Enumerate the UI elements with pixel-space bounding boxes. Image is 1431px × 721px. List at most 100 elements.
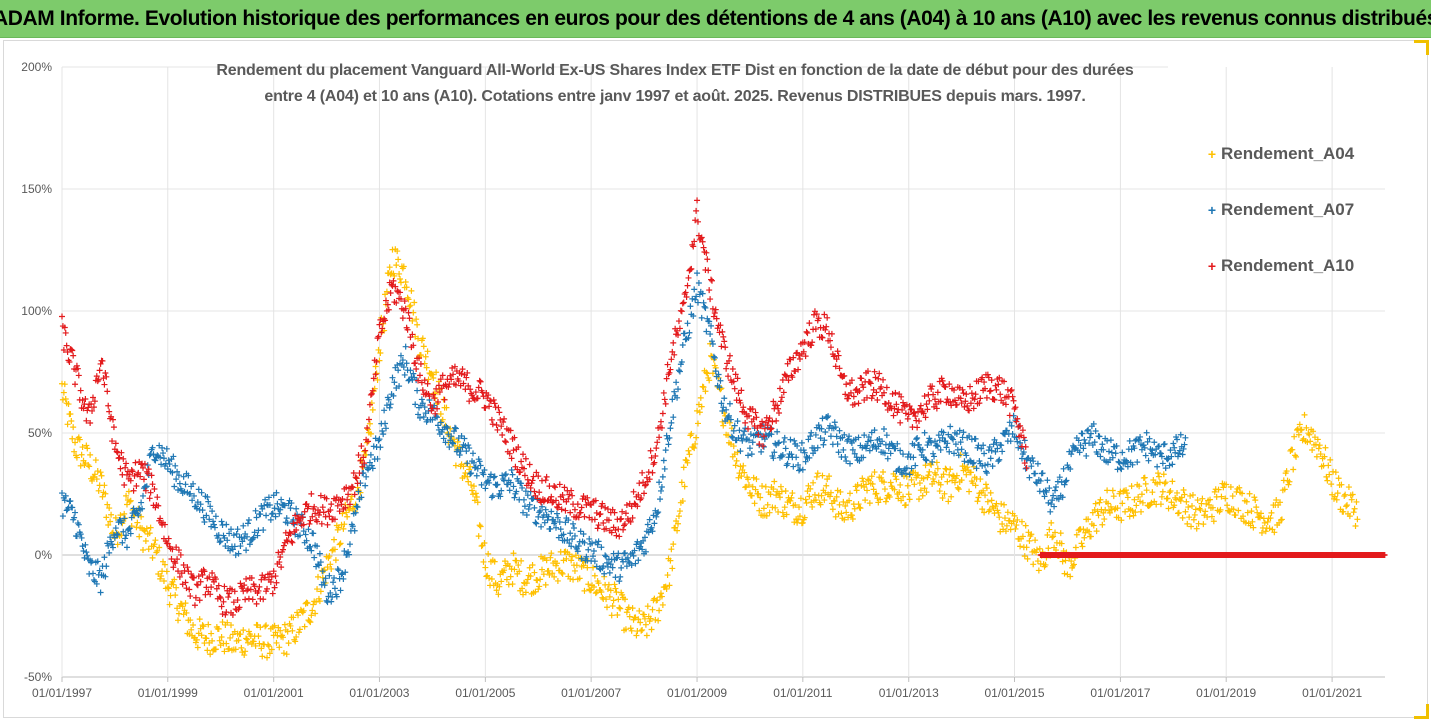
data-point [281, 502, 288, 509]
data-point [995, 509, 1002, 516]
data-point [1146, 435, 1153, 442]
data-point [424, 348, 431, 355]
data-point [818, 492, 825, 499]
data-point [819, 334, 826, 341]
data-point [847, 490, 853, 497]
data-point [674, 394, 681, 401]
data-point [583, 553, 590, 560]
data-point [1235, 507, 1242, 514]
data-point [551, 482, 558, 489]
data-point [191, 602, 198, 609]
data-point [263, 512, 270, 519]
data-point [976, 400, 983, 407]
data-point [388, 281, 395, 288]
data-point [755, 431, 762, 438]
data-point [892, 445, 899, 452]
data-point [621, 596, 628, 603]
data-point [327, 589, 334, 596]
data-point [846, 497, 853, 504]
data-point [1140, 442, 1147, 449]
data-point [308, 490, 315, 497]
data-point [988, 497, 995, 504]
data-point [843, 457, 850, 464]
data-point [231, 543, 238, 550]
data-point [542, 477, 549, 484]
data-point [315, 573, 322, 580]
data-point [865, 477, 872, 484]
data-point [666, 434, 673, 441]
data-point [769, 418, 776, 425]
data-point [727, 416, 734, 423]
selection-handle-top-right[interactable] [1414, 40, 1429, 55]
data-point [889, 390, 896, 397]
data-point [868, 473, 875, 480]
data-point [491, 400, 498, 407]
data-point [764, 501, 771, 508]
data-point [1099, 441, 1106, 448]
data-point [928, 461, 935, 468]
data-point [805, 482, 812, 489]
data-point [104, 501, 111, 508]
data-point [1262, 528, 1269, 535]
data-point [1001, 378, 1008, 385]
data-point [1273, 497, 1280, 504]
data-point [561, 484, 568, 491]
data-point [127, 497, 134, 504]
data-point [290, 614, 297, 621]
data-point [698, 314, 705, 321]
data-point [907, 406, 914, 413]
data-point [357, 457, 364, 464]
data-point [1123, 457, 1130, 464]
data-point [171, 483, 178, 490]
data-point [1303, 424, 1310, 431]
data-point [494, 426, 501, 433]
data-point [401, 371, 408, 378]
data-point [984, 498, 991, 505]
data-point [726, 419, 733, 426]
data-point [467, 470, 474, 477]
data-point [894, 409, 901, 416]
data-point [745, 476, 752, 483]
data-point [867, 380, 874, 387]
data-point [1239, 490, 1246, 497]
data-point [281, 621, 288, 628]
data-point [937, 398, 944, 405]
data-point [166, 601, 173, 608]
data-point [137, 473, 144, 480]
data-point [875, 375, 882, 382]
data-point [987, 455, 994, 462]
data-point [434, 405, 441, 412]
data-point [1105, 500, 1112, 507]
data-point [502, 472, 509, 479]
data-point [795, 366, 802, 373]
data-point [120, 528, 127, 535]
data-point [469, 491, 476, 498]
data-point [568, 487, 575, 494]
data-point [209, 570, 216, 577]
data-point [198, 489, 205, 496]
data-point [464, 473, 471, 480]
data-point [412, 401, 419, 408]
data-point [759, 483, 766, 490]
data-point [1067, 573, 1074, 580]
data-point [1115, 458, 1122, 465]
data-point [278, 496, 285, 503]
data-point [267, 578, 274, 585]
data-point [952, 441, 959, 448]
data-point [1176, 447, 1183, 454]
data-point [1130, 512, 1137, 519]
data-point [414, 321, 421, 328]
data-point [163, 445, 170, 452]
data-point [966, 432, 973, 439]
data-point [293, 505, 300, 512]
data-point [772, 504, 779, 511]
data-point [477, 523, 484, 530]
data-point [190, 480, 197, 487]
data-point [659, 473, 666, 480]
data-point [621, 550, 628, 557]
selection-handle-bottom-right[interactable] [1414, 704, 1429, 719]
data-point [1197, 506, 1204, 513]
data-point [223, 640, 230, 647]
data-point [175, 568, 182, 575]
data-point [729, 366, 736, 373]
